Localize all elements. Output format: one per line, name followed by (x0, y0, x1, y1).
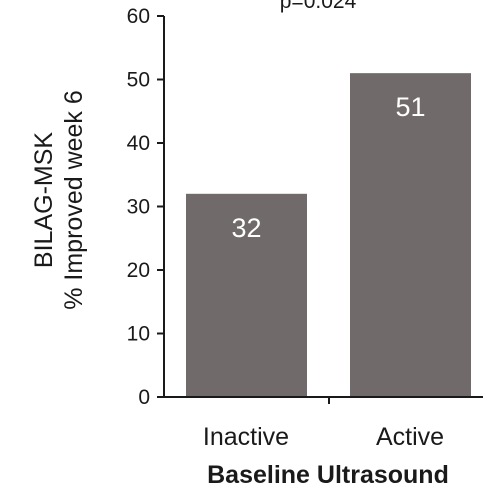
p-value-annotation: p=0.024 (280, 0, 357, 13)
bar-active (350, 73, 471, 398)
y-tick-label: 10 (127, 323, 150, 346)
y-axis-title-line2: % Improved week 6 (60, 90, 88, 310)
y-axis-ticks: 0 10 20 30 40 50 60 (127, 5, 164, 409)
bar-inactive (186, 193, 307, 397)
x-axis-title: Baseline Ultrasound (207, 461, 449, 489)
y-tick-label: 0 (138, 386, 150, 409)
y-tick-label: 50 (127, 69, 150, 92)
x-category-label-inactive: Inactive (203, 423, 289, 451)
y-tick-label: 30 (127, 196, 150, 219)
y-tick-label: 20 (127, 259, 150, 282)
x-axis-categories: Inactive Active (203, 423, 444, 451)
x-category-label-active: Active (376, 423, 444, 451)
data-label-active: 51 (395, 92, 425, 122)
y-tick-label: 40 (127, 132, 150, 155)
bars: 32 51 (186, 73, 471, 398)
y-axis-title-line1: BILAG-MSK (30, 132, 58, 268)
y-tick-label: 60 (127, 5, 150, 28)
data-label-inactive: 32 (231, 213, 261, 243)
